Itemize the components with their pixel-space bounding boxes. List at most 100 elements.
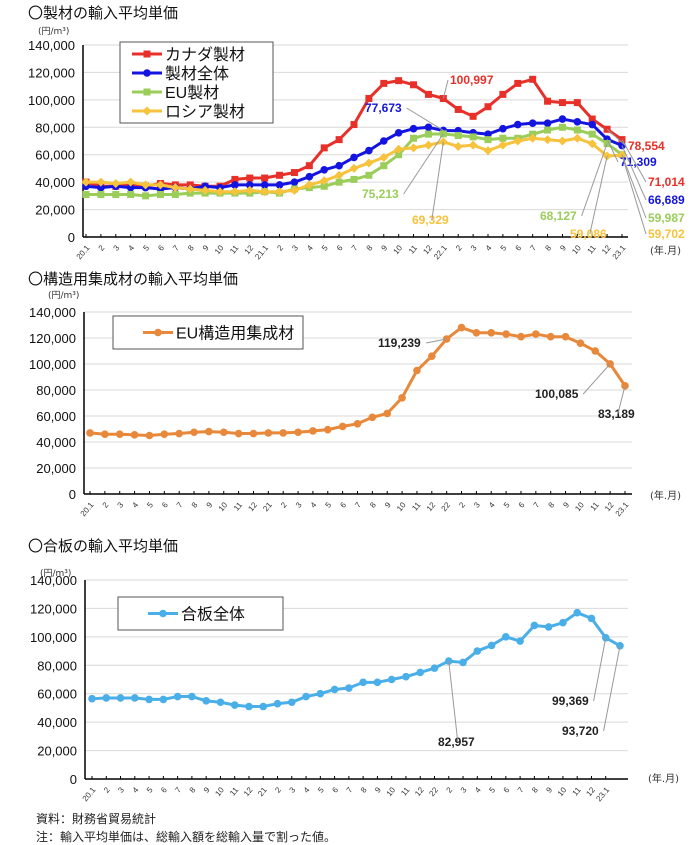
x-tick-label: 10	[392, 243, 405, 256]
x-tick-label: 11	[228, 785, 241, 798]
data-point	[143, 69, 151, 77]
data-point	[275, 181, 284, 189]
x-tick-label: 9	[373, 785, 383, 795]
data-point	[320, 166, 329, 174]
y-tick-label: 80,000	[36, 383, 76, 398]
data-point	[200, 185, 210, 195]
data-point	[143, 50, 151, 58]
y-tick-label: 60,000	[37, 687, 77, 702]
data-point	[260, 187, 270, 197]
chart-3: 0 20,000 40,000 60,000 80,000 100,000 120,000 1…	[30, 573, 628, 803]
data-point	[502, 330, 510, 338]
data-point	[573, 608, 581, 617]
data-point	[276, 171, 284, 179]
chart3-title: 〇合板の輸入平均単価	[28, 537, 179, 555]
x-tick-label: 12	[425, 500, 438, 513]
chart1-xlabel: (年.月)	[650, 246, 681, 257]
y-tick-label: 120,000	[28, 65, 75, 80]
data-label: 59,987	[648, 211, 685, 225]
data-point	[543, 135, 553, 145]
label-leader-line	[426, 338, 447, 344]
x-tick-label: 9	[383, 500, 393, 510]
data-point	[513, 120, 522, 129]
data-point	[96, 177, 106, 187]
data-point	[383, 409, 392, 418]
x-tick-label: 8	[546, 500, 556, 510]
x-tick-label: 11	[407, 243, 420, 256]
x-tick-label: 11	[228, 243, 241, 256]
data-point	[410, 81, 418, 89]
series-4	[81, 133, 627, 197]
data-point	[514, 79, 522, 87]
data-point	[279, 429, 287, 437]
y-tick-label: 80,000	[35, 120, 75, 135]
data-point	[395, 151, 403, 159]
data-point	[88, 694, 96, 703]
x-tick-label: 5	[320, 243, 330, 253]
data-point	[484, 136, 492, 144]
x-tick-label: 22	[440, 500, 453, 513]
x-tick-label: 22	[427, 785, 440, 798]
data-point	[304, 180, 314, 190]
data-point	[245, 181, 254, 189]
label-leader-line	[617, 385, 626, 415]
data-point	[484, 103, 492, 111]
data-point	[359, 678, 367, 687]
x-tick-label: 3	[115, 500, 125, 510]
legend-label: EU構造用集成材	[176, 325, 294, 343]
x-tick-label: 11	[570, 785, 583, 798]
chart1-unit: (円/m³)	[38, 27, 70, 37]
label-leader-line	[403, 133, 444, 195]
data-point	[557, 136, 567, 146]
chart1-title: 〇製材の輸入平均単価	[28, 4, 179, 22]
data-point	[380, 79, 388, 87]
data-point	[101, 430, 109, 439]
data-point	[260, 181, 269, 189]
data-point	[423, 140, 433, 150]
x-tick-label: 9	[380, 243, 390, 253]
x-tick-label: 7	[353, 500, 363, 510]
data-point	[365, 146, 373, 155]
data-point	[335, 178, 343, 186]
data-point	[532, 330, 540, 338]
y-tick-label: 20,000	[36, 461, 76, 476]
data-point	[215, 187, 225, 197]
x-tick-label: 9	[558, 243, 568, 253]
data-point	[112, 190, 120, 198]
x-tick-label: 9	[544, 785, 554, 795]
data-point	[353, 420, 362, 428]
x-tick-label: 7	[528, 243, 538, 253]
source-note: 資料：財務省貿易統計	[36, 812, 157, 826]
data-point	[273, 699, 282, 708]
label-leader-line	[582, 363, 611, 395]
data-point	[530, 621, 539, 630]
label-leader-line	[606, 138, 619, 163]
data-point	[145, 431, 154, 440]
x-tick-label: 4	[302, 785, 312, 795]
data-point	[159, 609, 167, 618]
x-tick-label: 10	[570, 243, 583, 256]
data-point	[111, 179, 121, 189]
data-label: 119,239	[378, 336, 421, 350]
chart-1: 0 20,000 40,000 60,000 80,000 100,000 120,000 1…	[28, 38, 685, 261]
data-point	[516, 637, 524, 645]
x-tick-label: 10	[573, 500, 586, 513]
data-point	[231, 181, 239, 189]
chart2-xlabel: (年.月)	[650, 491, 681, 502]
data-point	[394, 128, 403, 137]
data-label: 66,689	[648, 193, 685, 207]
data-point	[142, 106, 152, 116]
data-label: 69,329	[412, 213, 449, 227]
data-point	[380, 162, 388, 170]
data-point	[473, 647, 482, 655]
chart2-title: 〇構造用集成材の輸入平均単価	[28, 270, 239, 288]
data-point	[219, 428, 228, 437]
data-point	[175, 429, 183, 438]
x-tick-label: 7	[516, 785, 526, 795]
legend-label: 製材全体	[165, 65, 229, 83]
x-tick-label: 20.1	[79, 500, 96, 518]
data-point	[413, 366, 421, 375]
x-tick-label: 5	[487, 785, 497, 795]
data-point	[127, 190, 135, 198]
legend-label: EU製材	[165, 84, 219, 102]
